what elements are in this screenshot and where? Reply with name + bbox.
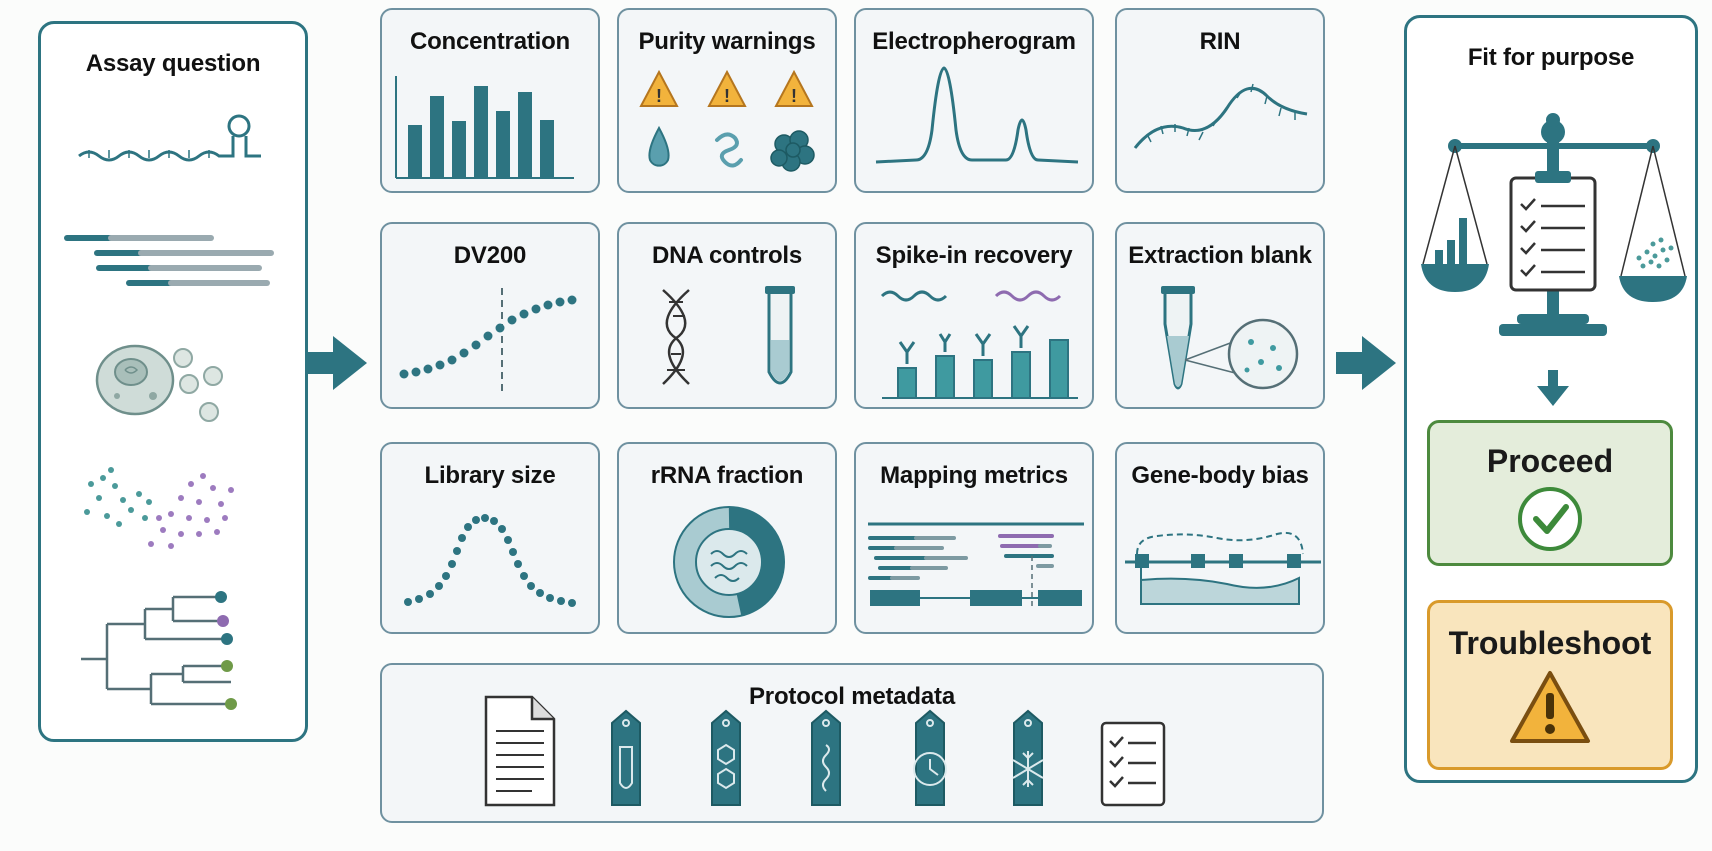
card-protocol-metadata: Protocol metadata <box>380 663 1324 823</box>
warning-triangle-icon <box>1510 671 1590 743</box>
card-rin: RIN <box>1115 8 1325 193</box>
card-dna-controls: DNA controls <box>617 222 837 409</box>
card-electropherogram: Electropherogram <box>854 8 1094 193</box>
check-circle-icon <box>1518 487 1582 551</box>
dna-controls-title: DNA controls <box>651 242 803 269</box>
rrna-fraction-title: rRNA fraction <box>650 462 804 489</box>
svg-text:!: ! <box>724 86 730 106</box>
test-tube-icon <box>765 286 795 385</box>
flow-arrow-right <box>1336 336 1396 390</box>
mapping-metrics-title: Mapping metrics <box>880 462 1068 489</box>
extraction-blank-icons <box>1161 286 1299 390</box>
rna-hairpin-icon <box>78 114 261 162</box>
reads-icon <box>64 235 274 286</box>
card-spike-in-recovery: Spike-in recovery <box>854 222 1094 409</box>
contaminant-icon <box>715 132 743 168</box>
card-gene-body-bias: Gene-body bias <box>1115 442 1325 634</box>
library-size-curve-icon <box>404 514 576 607</box>
card-mapping-metrics: Mapping metrics <box>854 442 1094 634</box>
rrna-donut-icon <box>673 506 785 618</box>
assay-icons <box>64 114 274 710</box>
dna-controls-icons <box>662 286 795 385</box>
magnified-blank-icon <box>1227 318 1299 390</box>
gene-body-bias-title: Gene-body bias <box>1131 462 1309 489</box>
warning-icon <box>639 69 814 107</box>
cell-icon <box>95 344 223 422</box>
antibody-icon <box>898 325 1030 364</box>
dna-helix-icon <box>662 289 690 385</box>
clock-tag-icon <box>915 709 945 806</box>
clipboard-checklist-icon <box>1509 171 1597 292</box>
card-dv200: DV200 <box>380 222 600 409</box>
purity-warnings-title: Purity warnings <box>638 28 816 55</box>
concentration-title: Concentration <box>409 28 571 55</box>
card-library-size: Library size <box>380 442 600 634</box>
flow-arrow-left <box>307 336 367 390</box>
extraction-blank-title: Extraction blank <box>1128 242 1312 269</box>
proceed-box: Proceed <box>1427 420 1673 566</box>
protocol-metadata-icons <box>484 695 1166 807</box>
down-arrow-icon <box>1537 370 1569 406</box>
svg-text:!: ! <box>656 86 662 106</box>
card-concentration: Concentration <box>380 8 600 193</box>
card-rrna-fraction: rRNA fraction <box>617 442 837 634</box>
svg-text:!: ! <box>791 86 797 106</box>
card-purity-warnings: Purity warnings !!! <box>617 8 837 193</box>
proceed-label: Proceed <box>1486 443 1614 479</box>
phylogeny-tree-icon <box>81 595 231 706</box>
fit-for-purpose-panel: Fit for purpose <box>1404 15 1698 783</box>
mapping-reads-icon <box>868 522 1084 606</box>
troubleshoot-box: Troubleshoot <box>1427 600 1673 770</box>
dv200-curve-icon <box>399 288 577 394</box>
assay-question-panel: Assay question <box>38 21 308 742</box>
gene-body-coverage-icon <box>1125 532 1321 605</box>
document-icon <box>484 695 556 807</box>
electropherogram-trace-icon <box>875 66 1079 164</box>
strand-tag-icon <box>811 709 841 806</box>
fit-for-purpose-title: Fit for purpose <box>1467 44 1635 71</box>
dv200-title: DV200 <box>453 242 527 269</box>
bar-chart-icon <box>395 76 574 179</box>
card-extraction-blank: Extraction blank <box>1115 222 1325 409</box>
spike-in-icons <box>880 290 1078 399</box>
library-size-title: Library size <box>424 462 556 489</box>
droplet-icon <box>648 125 670 167</box>
rin-strand-icon <box>1133 83 1308 149</box>
rin-title: RIN <box>1199 28 1241 55</box>
troubleshoot-label: Troubleshoot <box>1448 625 1652 661</box>
assay-question-title: Assay question <box>85 50 261 77</box>
purity-icons: !!! <box>639 69 815 172</box>
protocol-metadata-title: Protocol metadata <box>749 683 955 710</box>
spike-in-recovery-title: Spike-in recovery <box>875 242 1073 269</box>
electropherogram-title: Electropherogram <box>872 28 1076 55</box>
cluster-scatter-icon <box>84 467 234 549</box>
protein-clump-icon <box>770 130 815 172</box>
balance-scale-icon <box>1421 113 1687 406</box>
checklist-icon <box>1100 721 1166 807</box>
tube-icon <box>1161 286 1195 390</box>
